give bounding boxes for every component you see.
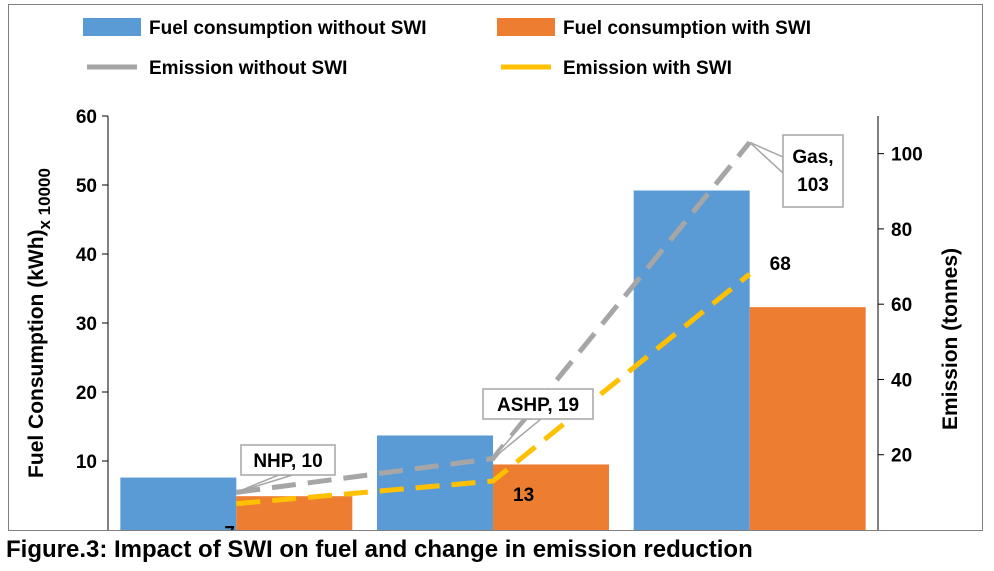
callout-label-nhp: NHP, 10 xyxy=(253,451,322,472)
annotation-emission-without-swi-gas: Gas, 103 xyxy=(749,134,844,208)
right-tick-label-80: 80 xyxy=(891,220,912,241)
bar-fuel-consumption-with-swi-gas xyxy=(749,307,866,530)
callout-value-gas: 103 xyxy=(797,175,829,196)
callout-pointer-gas xyxy=(749,141,784,175)
legend-label-fuel-consumption-with-swi: Fuel consumption with SWI xyxy=(563,18,811,39)
legend-swatch-fuel-consumption-without-swi xyxy=(83,18,141,36)
left-tick-label-50: 50 xyxy=(76,176,97,197)
bar-fuel-consumption-without-swi-nhp xyxy=(120,477,237,530)
callout-box-gas xyxy=(782,134,844,208)
left-axis-title-suffix: x 10000 xyxy=(35,168,54,229)
legend-item-emission-without-swi: Emission without SWI xyxy=(87,58,347,79)
legend-item-emission-with-swi: Emission with SWI xyxy=(501,58,732,79)
data-label-emission-with-swi-gas: 68 xyxy=(770,254,791,275)
legend-label-emission-without-swi: Emission without SWI xyxy=(149,58,347,79)
left-tick-label-20: 20 xyxy=(76,383,97,404)
right-tick-label-20: 20 xyxy=(891,446,912,467)
callout-box-nhp xyxy=(240,444,336,476)
data-label-emission-with-swi-ashp: 13 xyxy=(513,485,534,506)
data-label-emission-with-swi-nhp: 7 xyxy=(224,524,235,530)
figure-caption: Figure.3: Impact of SWI on fuel and chan… xyxy=(6,536,753,563)
chart-frame: Fuel consumption without SWI Fuel consump… xyxy=(8,4,983,531)
bar-fuel-consumption-without-swi-gas xyxy=(633,190,750,530)
annotation-emission-with-swi-nhp: 7 xyxy=(224,524,235,530)
right-tick-label-60: 60 xyxy=(891,295,912,316)
annotation-emission-without-swi-ashp: ASHP, 19 xyxy=(482,388,594,460)
annotation-emission-with-swi-ashp: 13 xyxy=(513,485,534,506)
combo-chart: Fuel consumption without SWI Fuel consump… xyxy=(25,18,962,530)
legend-item-fuel-consumption-with-swi: Fuel consumption with SWI xyxy=(497,18,811,39)
callout-label-ashp: ASHP, 19 xyxy=(497,395,579,416)
callout-pointer-ashp xyxy=(492,418,544,460)
left-axis-title: Fuel Consumption (kWh)x 10000 xyxy=(25,168,54,478)
left-tick-label-60: 60 xyxy=(76,107,97,128)
annotation-emission-with-swi-gas: 68 xyxy=(770,254,791,275)
left-tick-label-40: 40 xyxy=(76,245,97,266)
legend-label-emission-with-swi: Emission with SWI xyxy=(563,58,732,79)
left-tick-label-10: 10 xyxy=(76,452,97,473)
annotation-emission-without-swi-nhp: NHP, 10 xyxy=(236,444,336,494)
callout-label-gas: Gas, xyxy=(792,147,833,168)
callout-box-ashp xyxy=(482,388,594,420)
bar-fuel-consumption-without-swi-ashp xyxy=(377,435,493,530)
bar-fuel-consumption-with-swi-ashp xyxy=(493,464,609,530)
left-tick-label-30: 30 xyxy=(76,314,97,335)
right-tick-label-40: 40 xyxy=(891,370,912,391)
annotations: NHP, 10 ASHP, 19 Gas, 103 7 13 68 xyxy=(224,134,844,530)
right-axis-title: Emission (tonnes) xyxy=(939,248,962,430)
legend-label-fuel-consumption-without-swi: Fuel consumption without SWI xyxy=(149,18,427,39)
line-emission-with-swi xyxy=(236,272,752,507)
legend-item-fuel-consumption-without-swi: Fuel consumption without SWI xyxy=(83,18,427,39)
legend-swatch-fuel-consumption-with-swi xyxy=(497,18,555,36)
legend: Fuel consumption without SWI Fuel consump… xyxy=(83,18,811,79)
right-tick-label-100: 100 xyxy=(891,145,923,166)
